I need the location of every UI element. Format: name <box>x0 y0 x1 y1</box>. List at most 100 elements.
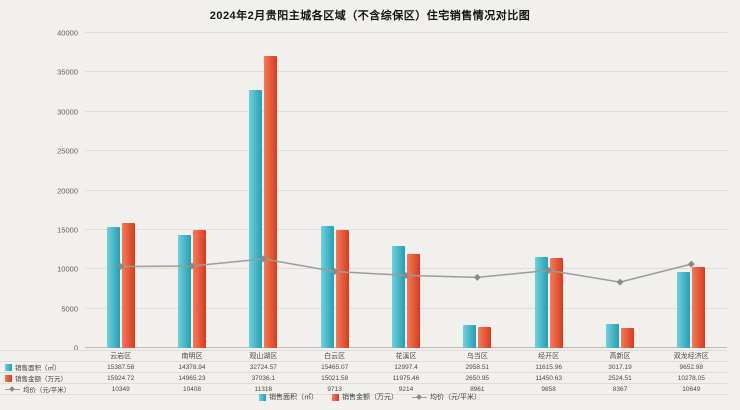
category-label: 观山湖区 <box>249 353 278 360</box>
bar-sales-amount <box>407 253 420 348</box>
bar-sales-area <box>463 324 477 348</box>
y-axis-label: 15000 <box>57 225 78 235</box>
table-value: 15387.58 <box>107 363 135 371</box>
bar-sales-amount <box>621 328 634 348</box>
table-value: 10649 <box>682 385 701 393</box>
table-row: 均价（元/平米） 10349 10408 11318 9713 9214 8961 9858 8… <box>0 383 727 394</box>
table-value: 10278.05 <box>677 374 705 382</box>
table-value: 2958.51 <box>465 363 490 371</box>
table-value: 2650.95 <box>465 374 490 382</box>
bar-sales-area <box>320 226 334 348</box>
legend-label: 均价（元/平米） <box>430 394 481 401</box>
table-value: 2524.51 <box>608 374 632 382</box>
series-name: 均价（元/平米） <box>23 387 71 394</box>
table-value: 9652.98 <box>679 363 704 371</box>
table-value: 9713 <box>327 385 342 393</box>
bar-sales-amount <box>121 222 135 348</box>
row-header: 均价（元/平米） <box>0 384 85 394</box>
table-value: 15465.07 <box>321 363 349 371</box>
plot-area <box>85 32 727 348</box>
row-header: 销售金额（万元） <box>0 373 85 383</box>
y-axis-label: 30000 <box>57 107 78 117</box>
table-value: 10349 <box>111 385 130 393</box>
table-value: 11615.96 <box>535 363 562 371</box>
line-marker-icon <box>473 273 481 281</box>
bar-sales-area <box>249 90 263 348</box>
bar-sales-amount <box>335 229 349 348</box>
avg-price-line-icon <box>412 394 428 401</box>
bar-sales-area <box>392 245 405 348</box>
line-marker-icon <box>616 278 624 286</box>
data-table: 云岩区 南明区 观山湖区 白云区 花溪区 乌当区 经开区 高新区 双龙经济区销售面积（㎡） 153… <box>0 350 727 395</box>
legend-label: 销售金额（万元） <box>342 394 399 401</box>
category-label: 高新区 <box>609 353 631 360</box>
legend-item-sales-amount: 销售金额（万元） <box>332 392 398 402</box>
avg-price-line-icon <box>5 386 20 393</box>
bar-sales-area <box>106 226 120 348</box>
bar-sales-amount <box>478 327 492 348</box>
y-axis-label: 10000 <box>57 264 78 274</box>
category-label: 白云区 <box>324 353 346 360</box>
sales-area-swatch-icon <box>5 363 12 371</box>
y-axis-label: 40000 <box>57 28 78 38</box>
table-row: 销售金额（万元） 15924.72 14965.23 37036.1 15021.58 1… <box>0 372 727 383</box>
bar-sales-area <box>534 256 548 348</box>
y-axis-label: 0 <box>73 343 78 353</box>
gridline <box>85 228 727 230</box>
table-value: 14965.23 <box>178 374 206 382</box>
sales-area-swatch-icon <box>259 393 267 401</box>
table-value: 3017.19 <box>608 363 632 371</box>
y-axis: 0 5000 10000 15000 20000 25000 30000 35000 40000 <box>0 29 81 353</box>
legend-label: 销售面积（㎡） <box>269 394 319 401</box>
gridline <box>85 32 727 33</box>
category-label: 云岩区 <box>110 353 132 360</box>
table-value: 9858 <box>541 385 556 393</box>
bar-sales-area <box>178 234 191 348</box>
legend-item-sales-area: 销售面积（㎡） <box>259 392 318 402</box>
bar-sales-amount <box>193 230 206 348</box>
table-row: 销售面积（㎡） 15387.58 14378.94 32724.57 15465.07 1… <box>0 361 727 372</box>
bar-sales-area <box>677 272 691 348</box>
category-label: 双龙经济区 <box>673 353 709 360</box>
table-value: 11450.63 <box>535 374 562 382</box>
y-axis-label: 35000 <box>57 67 78 77</box>
table-value: 11975.46 <box>392 374 420 382</box>
category-label: 南明区 <box>181 353 203 360</box>
category-label: 乌当区 <box>466 353 488 360</box>
y-axis-label: 20000 <box>57 186 78 195</box>
gridline <box>85 347 727 348</box>
y-axis-label: 25000 <box>57 146 78 156</box>
table-category-row: 云岩区 南明区 观山湖区 白云区 花溪区 乌当区 经开区 高新区 双龙经济区 <box>0 350 727 361</box>
legend: 销售面积（㎡） 销售金额（万元） 均价（元/平米） <box>0 392 740 402</box>
table-value: 14378.94 <box>178 363 206 371</box>
gridline <box>85 71 727 73</box>
table-value: 32724.57 <box>249 363 277 371</box>
legend-item-avg-price: 均价（元/平米） <box>412 392 481 402</box>
bar-sales-area <box>606 324 619 348</box>
bar-sales-amount <box>549 257 563 348</box>
table-value: 8367 <box>612 385 628 393</box>
chart-title: 2024年2月贵阳主城各区域（不含综保区）住宅销售情况对比图 <box>209 10 531 22</box>
row-header: 销售面积（㎡） <box>0 362 85 372</box>
table-value: 11318 <box>254 385 273 393</box>
gridline <box>85 189 727 191</box>
table-value: 37036.1 <box>251 374 276 382</box>
gridline <box>85 110 727 112</box>
table-value: 15021.58 <box>321 374 349 382</box>
table-value: 12997.4 <box>394 363 418 371</box>
category-label: 花溪区 <box>395 353 417 360</box>
gridline <box>85 150 727 152</box>
gridline <box>85 307 727 309</box>
series-name: 销售面积（㎡） <box>15 365 61 372</box>
series-name: 销售金额（万元） <box>15 376 67 383</box>
bar-sales-amount <box>264 56 278 348</box>
y-axis-label: 5000 <box>61 304 78 314</box>
category-label: 经开区 <box>538 353 560 360</box>
bar-sales-amount <box>692 267 706 348</box>
sales-amount-swatch-icon <box>332 393 340 401</box>
table-value: 15924.72 <box>107 374 135 382</box>
sales-amount-swatch-icon <box>5 374 12 382</box>
table-value: 10408 <box>182 385 202 393</box>
table-value: 9214 <box>398 385 414 393</box>
